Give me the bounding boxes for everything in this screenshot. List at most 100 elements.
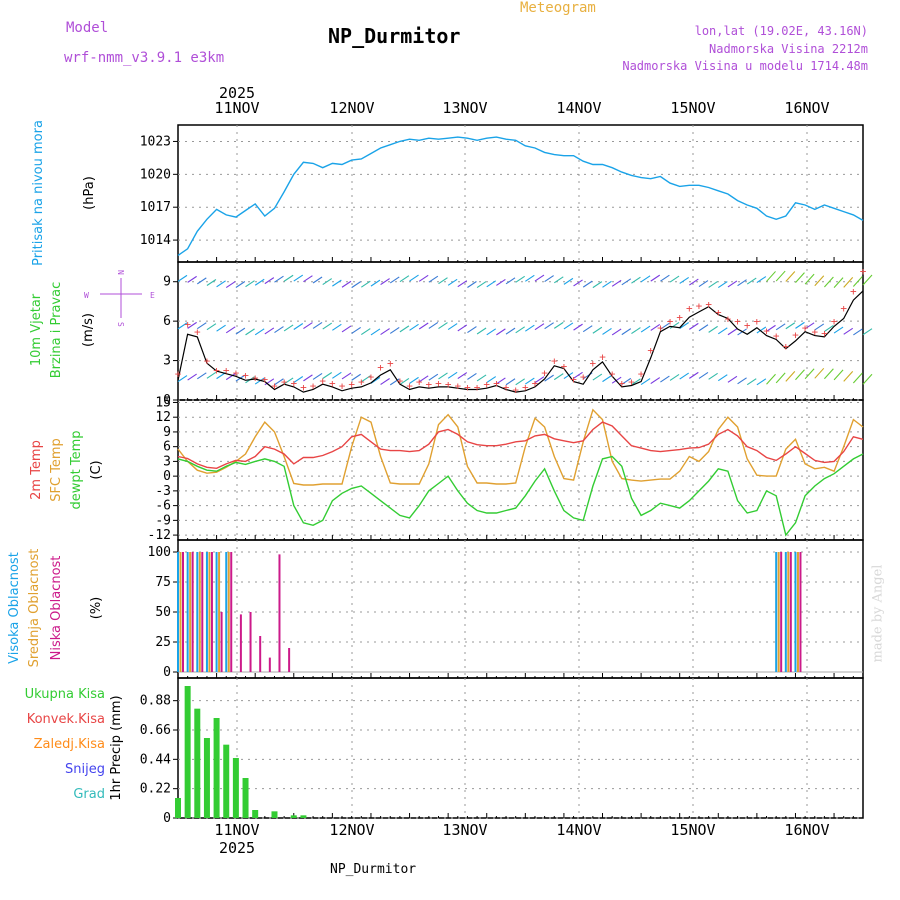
wind-barb [476, 374, 487, 382]
x-year-label-top: 2025 [219, 84, 255, 102]
wind-barb [669, 373, 680, 381]
wind-gust-marker: + [522, 381, 529, 394]
compass-n: N [116, 270, 125, 275]
wind-barb [312, 372, 323, 380]
wind-barb [621, 278, 632, 286]
wind-barb [631, 276, 641, 284]
wind-gust-marker: + [262, 373, 269, 386]
temp-unit: (C) [89, 460, 104, 479]
wind-gust-marker: + [628, 376, 635, 389]
wind-barb [592, 373, 603, 381]
wind-barb [833, 326, 844, 334]
wind-barb [428, 321, 439, 329]
wind-barb [447, 278, 458, 286]
wind-barb [418, 274, 429, 282]
wind-barb [631, 378, 641, 386]
wind-barb [553, 276, 564, 284]
precip-bar [213, 718, 220, 818]
panel-frame [177, 677, 864, 819]
wind-barb [852, 276, 863, 287]
y-tick-label: 0.66 [140, 723, 171, 738]
wind-barb [264, 327, 275, 335]
wind-gust-marker: + [715, 306, 722, 319]
wind-barb [254, 278, 265, 286]
wind-barb [332, 371, 342, 379]
wind-barb [216, 280, 226, 288]
wind-gust-marker: + [725, 313, 732, 326]
wind-barb [177, 375, 188, 383]
wind-barb [544, 275, 554, 283]
wind-barb [534, 376, 545, 384]
wind-barb [418, 375, 429, 383]
wind-barb [602, 327, 612, 335]
wind-barb [293, 323, 304, 330]
wind-barb [312, 321, 323, 329]
wind-gust-marker: + [387, 357, 394, 370]
wind-barb [862, 328, 873, 336]
panel-frame [177, 539, 864, 679]
precip-bar [271, 811, 278, 818]
wind-barb [573, 279, 583, 287]
wind-gust-marker: + [512, 383, 519, 396]
wind-barb [698, 371, 709, 379]
wind-barb [727, 280, 738, 288]
wind-gust-marker: + [252, 372, 259, 385]
wind-gust-marker: + [754, 315, 761, 328]
wind-barb [660, 274, 670, 282]
wind-barb [660, 322, 670, 330]
wind-barb [756, 276, 767, 283]
y-tick-label: 50 [155, 605, 171, 620]
wind-barb [399, 325, 410, 333]
wind-gust-marker: + [290, 377, 297, 390]
precip-bar [184, 686, 191, 818]
wind-barb [351, 373, 361, 381]
wind-barb [196, 277, 207, 285]
wind-barb [756, 378, 767, 386]
wind-barb [303, 275, 313, 283]
pressure-line [177, 136, 864, 256]
y-tick-label: 3 [163, 354, 171, 369]
x-day-label-top: 16NOV [784, 99, 829, 117]
panel-frame [177, 399, 864, 541]
wind-gust-marker: + [860, 265, 867, 278]
y-tick-label: 0 [163, 393, 171, 408]
y-tick-label: 9 [163, 425, 171, 440]
wind-barb [843, 371, 854, 382]
wind-barb [708, 372, 718, 380]
wind-gust-marker: + [561, 360, 568, 373]
wind-gust-marker: + [811, 326, 818, 339]
wind-barb [621, 328, 632, 336]
wind-barb [795, 272, 805, 283]
wind-barb [669, 321, 680, 329]
wind-barb [737, 279, 747, 287]
wind-gust-marker: + [213, 364, 220, 377]
dewpt-line [177, 453, 864, 537]
wind-gust-marker: + [377, 361, 384, 374]
wind-barb [409, 376, 419, 384]
wind-barb [351, 326, 361, 334]
wind-barb [206, 279, 217, 286]
wind-gust-marker: + [339, 380, 346, 393]
wind-barb [225, 373, 236, 381]
wind-barb [814, 367, 825, 379]
temp-label-2m: 2m Temp [29, 440, 44, 500]
y-tick-label: -12 [148, 528, 171, 543]
wind-gust-marker: + [570, 373, 577, 386]
wind-barb [573, 371, 583, 379]
precip-bar [290, 815, 297, 818]
y-tick-label: 100 [148, 545, 171, 560]
wind-gust-marker: + [454, 380, 461, 393]
wind-barb [438, 277, 448, 285]
wind-barb [467, 373, 477, 380]
compass-w: W [84, 291, 89, 300]
wind-gust-marker: + [744, 319, 751, 332]
wind-barb [457, 280, 468, 288]
wind-barb [602, 375, 612, 383]
wind-barb [206, 371, 217, 379]
wind-barb [380, 378, 390, 385]
wind-barb [283, 324, 294, 332]
pressure-title: Pritisak na nivou mora [31, 120, 46, 266]
y-tick-label: -6 [155, 499, 171, 514]
